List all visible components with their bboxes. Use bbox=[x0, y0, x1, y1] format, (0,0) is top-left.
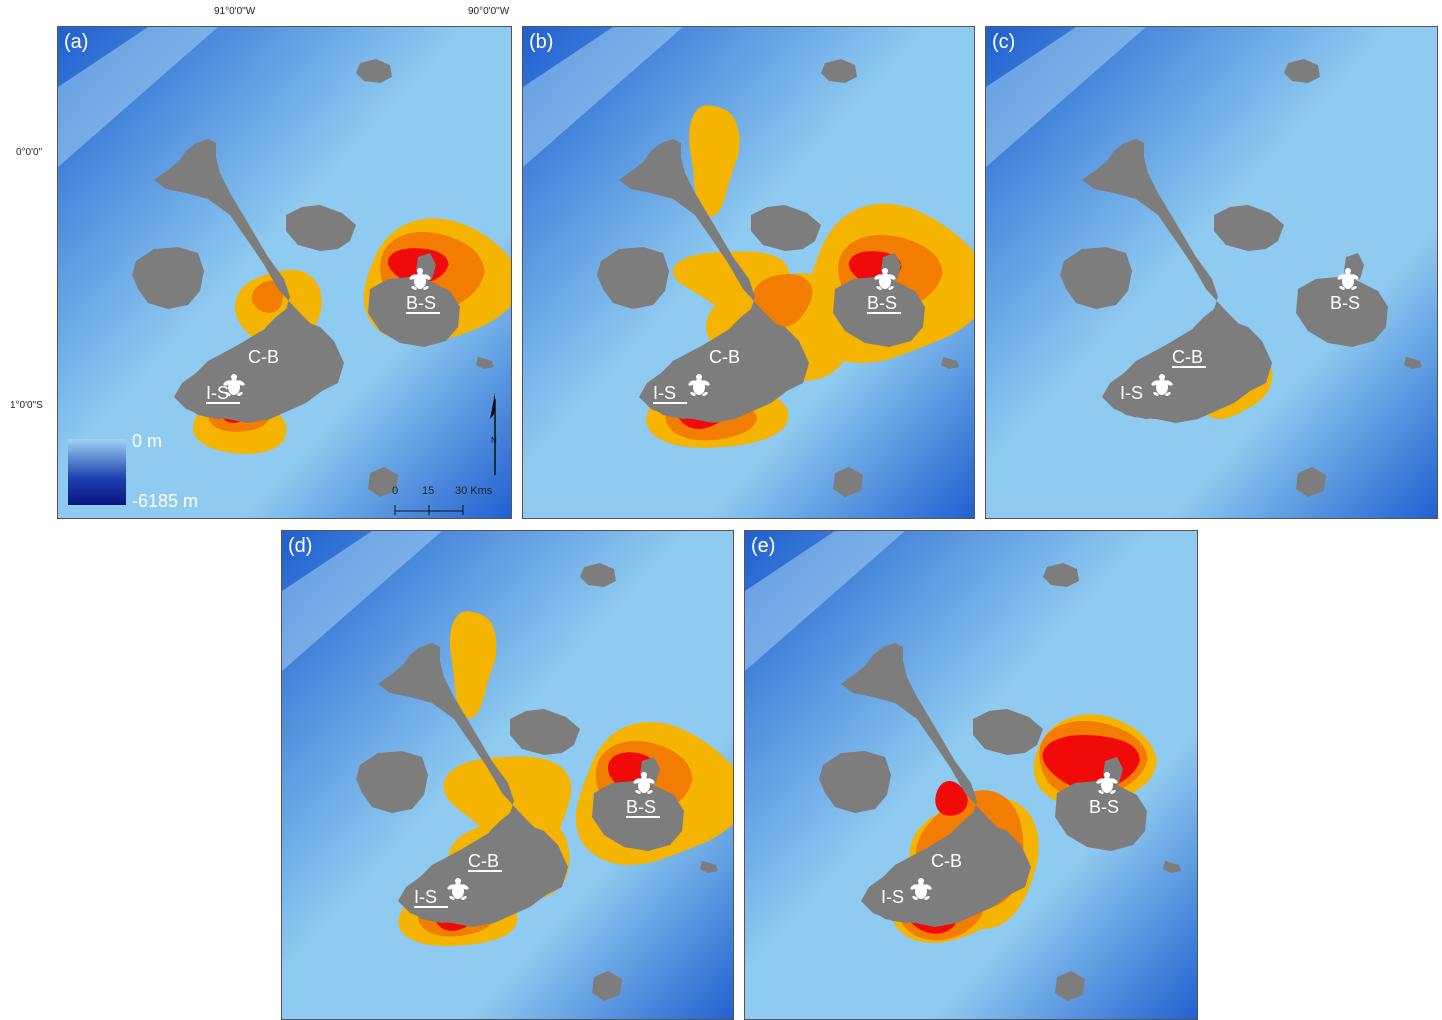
fernandina-island bbox=[356, 751, 428, 813]
density-low-zone bbox=[449, 611, 497, 719]
site-label-c-b: C-B bbox=[248, 347, 279, 367]
density-high-zone bbox=[935, 780, 968, 816]
shallow-band bbox=[745, 531, 905, 671]
lon-label-90w: 90°0'0"W bbox=[468, 6, 510, 17]
site-label-i-s: I-S bbox=[881, 887, 904, 907]
genovesa-island bbox=[1043, 563, 1079, 587]
scale-tick-30: 30 Kms bbox=[455, 485, 493, 497]
lon-label-91w: 91°0'0"W bbox=[214, 6, 256, 17]
site-label-b-s: B-S bbox=[626, 797, 656, 817]
site-label-c-b: C-B bbox=[1172, 347, 1203, 367]
southern-isabela-landmass bbox=[174, 319, 344, 423]
north-arrow-label: N bbox=[491, 436, 497, 445]
panel-letter-d: (d) bbox=[288, 535, 313, 557]
genovesa-island bbox=[580, 563, 616, 587]
santiago-island bbox=[973, 709, 1043, 755]
turtle-icon bbox=[874, 268, 896, 290]
depth-legend-min: -6185 m bbox=[132, 491, 199, 511]
site-label-c-b: C-B bbox=[468, 851, 499, 871]
southern-isabela-landmass bbox=[639, 319, 809, 423]
map-panel-b: I-S C-B B-S (b) bbox=[522, 26, 975, 519]
floreana-island bbox=[368, 467, 398, 497]
shallow-band bbox=[282, 531, 442, 671]
turtle-icon bbox=[1096, 772, 1118, 794]
santa-cruz-island bbox=[1296, 277, 1388, 347]
san-cristobal-island bbox=[1404, 357, 1422, 369]
site-label-i-s: I-S bbox=[206, 383, 229, 403]
fernandina-island bbox=[1060, 247, 1132, 309]
site-label-i-s: I-S bbox=[653, 383, 676, 403]
san-cristobal-island bbox=[1163, 861, 1181, 873]
floreana-island bbox=[592, 971, 622, 1001]
shallow-band bbox=[986, 27, 1146, 167]
turtle-icon bbox=[910, 878, 932, 900]
map-d-svg: I-S C-B B-S bbox=[282, 531, 733, 1019]
site-label-c-b: C-B bbox=[709, 347, 740, 367]
turtle-icon bbox=[1337, 268, 1359, 290]
map-a-svg: I-S C-B B-S N bbox=[58, 27, 511, 518]
map-panel-a: I-S C-B B-S N (a) 0 m -6185 m 0 15 30 Kms bbox=[57, 26, 512, 519]
map-panel-e: I-S C-B B-S (e) bbox=[744, 530, 1198, 1020]
site-label-i-s: I-S bbox=[1120, 383, 1143, 403]
san-cristobal-island bbox=[476, 357, 494, 369]
san-cristobal-island bbox=[941, 357, 959, 369]
site-label-b-s: B-S bbox=[1330, 293, 1360, 313]
map-e-svg: I-S C-B B-S bbox=[745, 531, 1197, 1019]
santiago-island bbox=[510, 709, 580, 755]
fernandina-island bbox=[819, 751, 891, 813]
shallow-band bbox=[523, 27, 683, 167]
density-low-zone bbox=[689, 105, 740, 217]
turtle-icon bbox=[447, 878, 469, 900]
scale-tick-0: 0 bbox=[392, 485, 399, 497]
site-label-b-s: B-S bbox=[1089, 797, 1119, 817]
turtle-icon bbox=[223, 374, 245, 396]
genovesa-island bbox=[356, 59, 392, 83]
southern-isabela-landmass bbox=[861, 823, 1031, 927]
floreana-island bbox=[833, 467, 863, 497]
san-cristobal-island bbox=[700, 861, 718, 873]
north-arrow-icon: N bbox=[490, 393, 497, 475]
site-label-b-s: B-S bbox=[867, 293, 897, 313]
depth-legend-swatch bbox=[68, 439, 126, 505]
depth-legend-max: 0 m bbox=[132, 431, 163, 451]
southern-isabela-landmass bbox=[398, 823, 568, 927]
map-panel-d: I-S C-B B-S (d) bbox=[281, 530, 734, 1020]
fernandina-island bbox=[132, 247, 204, 309]
scale-tick-15: 15 bbox=[422, 485, 435, 497]
turtle-icon bbox=[1151, 374, 1173, 396]
floreana-island bbox=[1296, 467, 1326, 497]
southern-isabela-landmass bbox=[1102, 319, 1272, 423]
density-mid-zone bbox=[753, 274, 813, 327]
site-label-i-s: I-S bbox=[414, 887, 437, 907]
floreana-island bbox=[1055, 971, 1085, 1001]
genovesa-island bbox=[821, 59, 857, 83]
genovesa-island bbox=[1284, 59, 1320, 83]
map-b-svg: I-S C-B B-S bbox=[523, 27, 974, 518]
site-label-b-s: B-S bbox=[406, 293, 436, 313]
density-mid-zone bbox=[251, 280, 283, 313]
panel-letter-b: (b) bbox=[529, 31, 554, 53]
panel-letter-e: (e) bbox=[751, 535, 776, 557]
turtle-icon bbox=[633, 772, 655, 794]
site-label-c-b: C-B bbox=[931, 851, 962, 871]
turtle-icon bbox=[409, 268, 431, 290]
map-c-svg: I-S C-B B-S bbox=[986, 27, 1437, 518]
santiago-island bbox=[751, 205, 821, 251]
map-panel-c: I-S C-B B-S (c) bbox=[985, 26, 1438, 519]
turtle-icon bbox=[688, 374, 710, 396]
panel-letter-a: (a) bbox=[64, 31, 89, 53]
santa-cruz-island bbox=[1055, 781, 1147, 851]
shallow-band bbox=[58, 27, 218, 167]
santiago-island bbox=[286, 205, 356, 251]
fernandina-island bbox=[597, 247, 669, 309]
scale-bar bbox=[394, 505, 464, 515]
lat-label-0: 0°0'0" bbox=[16, 147, 43, 158]
santiago-island bbox=[1214, 205, 1284, 251]
lat-label-1s: 1°0'0"S bbox=[10, 400, 43, 411]
panel-letter-c: (c) bbox=[992, 31, 1016, 53]
